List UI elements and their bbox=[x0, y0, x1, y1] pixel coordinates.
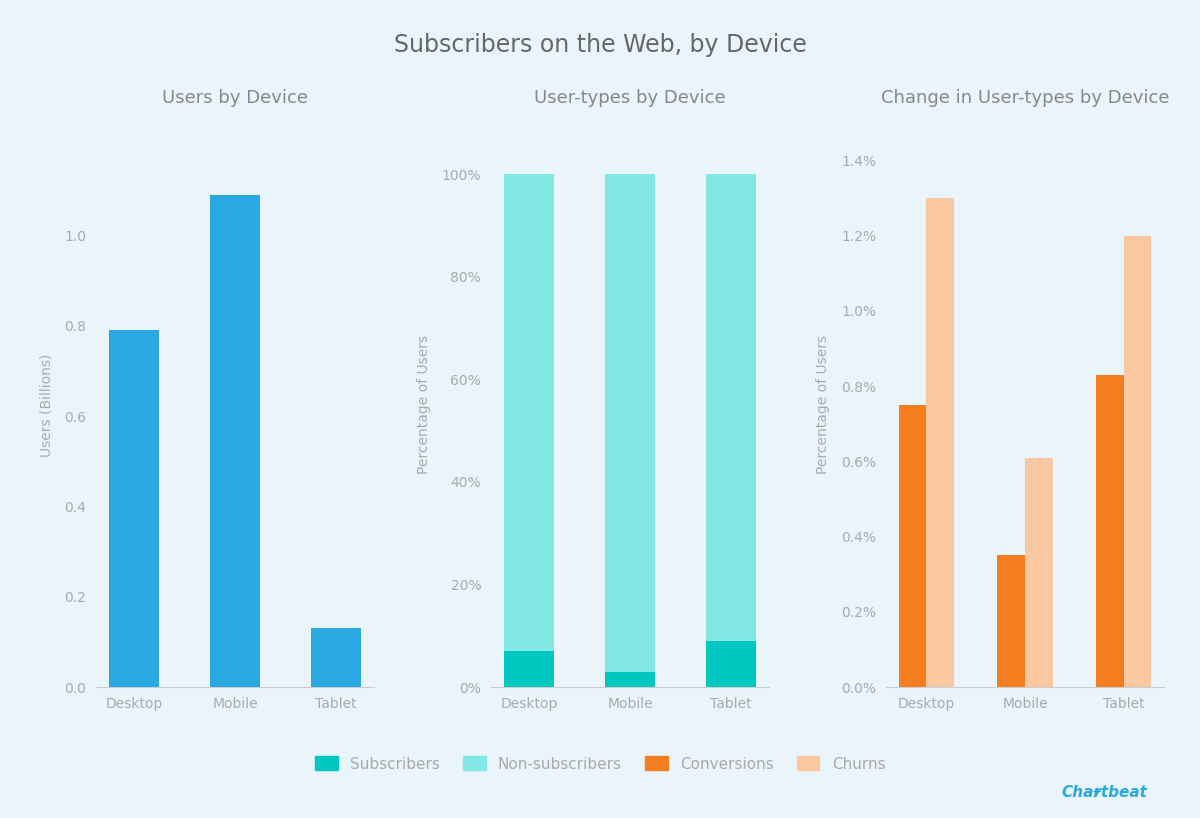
Bar bbox=[311, 628, 361, 687]
Bar bbox=[1025, 457, 1052, 687]
Bar bbox=[605, 672, 655, 687]
Text: ✦: ✦ bbox=[1091, 787, 1102, 800]
Bar bbox=[504, 651, 554, 687]
Title: Users by Device: Users by Device bbox=[162, 89, 308, 107]
Bar bbox=[109, 330, 160, 687]
Y-axis label: Percentage of Users: Percentage of Users bbox=[416, 335, 431, 474]
Bar bbox=[926, 198, 954, 687]
Text: Subscribers on the Web, by Device: Subscribers on the Web, by Device bbox=[394, 33, 806, 56]
Bar bbox=[706, 174, 756, 641]
Bar bbox=[899, 405, 926, 687]
Title: User-types by Device: User-types by Device bbox=[534, 89, 726, 107]
Bar bbox=[504, 174, 554, 651]
Text: Chartbeat: Chartbeat bbox=[1061, 785, 1147, 800]
Bar bbox=[1096, 375, 1123, 687]
Bar bbox=[1123, 236, 1151, 687]
Title: Change in User-types by Device: Change in User-types by Device bbox=[881, 89, 1169, 107]
Y-axis label: Users (Billions): Users (Billions) bbox=[40, 353, 53, 456]
Bar bbox=[997, 555, 1025, 687]
Bar bbox=[706, 641, 756, 687]
Legend: Subscribers, Non-subscribers, Conversions, Churns: Subscribers, Non-subscribers, Conversion… bbox=[308, 750, 892, 778]
Bar bbox=[210, 195, 260, 687]
Y-axis label: Percentage of Users: Percentage of Users bbox=[816, 335, 830, 474]
Bar bbox=[605, 174, 655, 672]
